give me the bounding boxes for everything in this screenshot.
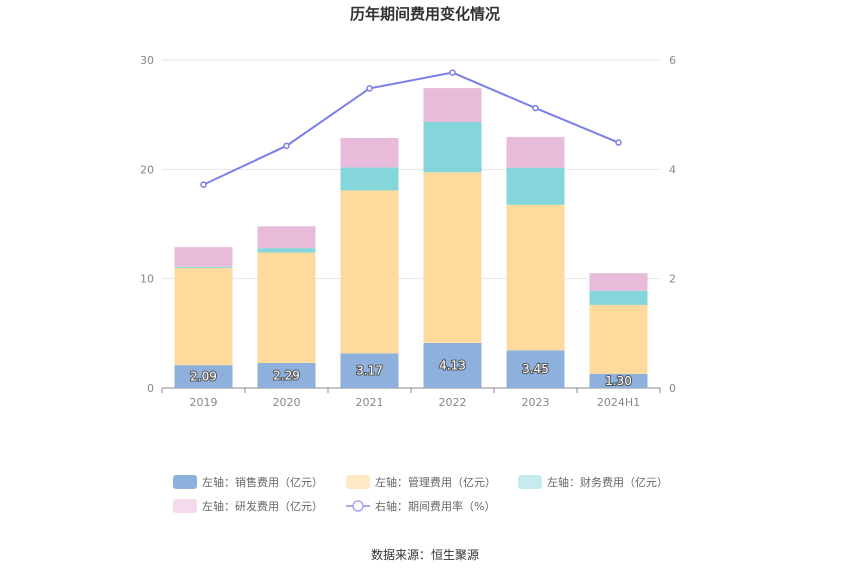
rate-point[interactable] <box>200 181 207 188</box>
right-axis-tick: 4 <box>669 163 676 176</box>
left-axis-tick: 10 <box>140 273 154 286</box>
rate-point[interactable] <box>449 69 456 76</box>
left-axis-tick: 20 <box>140 163 154 176</box>
x-tick-label: 2022 <box>439 396 467 409</box>
legend-item[interactable]: 左轴：财务费用（亿元） <box>518 475 668 489</box>
legend-label: 左轴：研发费用（亿元） <box>202 499 323 513</box>
rate-point[interactable] <box>366 85 373 92</box>
x-tick-label: 2019 <box>190 396 218 409</box>
legend-swatch <box>518 475 542 489</box>
legend-swatch <box>173 475 197 489</box>
x-tick-label: 2024H1 <box>597 396 640 409</box>
bar-value-label: 3.45 <box>522 362 549 376</box>
bar-segment[interactable] <box>174 247 233 267</box>
legend[interactable]: 左轴：销售费用（亿元） 左轴：管理费用（亿元） 左轴：财务费用（亿元） 左轴：研发费用… <box>173 475 668 513</box>
bar-segment[interactable] <box>340 353 399 388</box>
bar-segment[interactable] <box>340 190 399 354</box>
x-tick-label: 2021 <box>356 396 384 409</box>
legend-label: 左轴：销售费用（亿元） <box>202 475 323 489</box>
legend-label: 右轴：期间费用率（%） <box>375 499 495 513</box>
legend-item[interactable]: 右轴：期间费用率（%） <box>346 499 495 513</box>
bar-segment[interactable] <box>174 266 233 268</box>
bar-labels: 2.09 2.29 3.17 4.13 3.45 1.30 <box>189 357 633 388</box>
legend-swatch <box>173 499 197 513</box>
bar-segment[interactable] <box>257 252 316 363</box>
left-axis-tick: 30 <box>140 54 154 67</box>
data-source: 数据来源：恒生聚源 <box>371 547 479 562</box>
legend-swatch <box>346 475 370 489</box>
bar-segment[interactable] <box>423 121 482 173</box>
left-axis: 0 10 20 30 <box>140 54 154 395</box>
bar-value-label: 2.09 <box>190 370 217 384</box>
grid-lines <box>162 59 660 389</box>
rate-line-path <box>203 71 619 186</box>
bar-segment[interactable] <box>423 172 482 343</box>
right-axis-tick: 2 <box>669 273 676 286</box>
legend-label: 左轴：管理费用（亿元） <box>375 475 496 489</box>
bar-segment[interactable] <box>589 273 648 291</box>
bar-value-label: 3.17 <box>356 364 383 378</box>
bar-segment[interactable] <box>340 137 399 168</box>
left-axis-tick: 0 <box>147 382 154 395</box>
bars <box>174 88 648 388</box>
chart-title: 历年期间费用变化情况 <box>350 5 500 23</box>
rate-point[interactable] <box>532 104 539 112</box>
bar-segment[interactable] <box>257 226 316 249</box>
x-axis: 2019 2020 2021 2022 2023 2024H1 <box>161 388 661 409</box>
legend-item[interactable]: 左轴：销售费用（亿元） <box>173 475 323 489</box>
bar-segment[interactable] <box>506 137 565 168</box>
bar-segment[interactable] <box>257 362 316 388</box>
bar-segment[interactable] <box>423 342 482 388</box>
bar-segment[interactable] <box>257 248 316 253</box>
bar-value-label: 1.30 <box>605 374 632 388</box>
bar-value-label: 2.29 <box>273 368 300 382</box>
legend-label: 左轴：财务费用（亿元） <box>547 475 668 489</box>
rate-line <box>200 69 622 188</box>
legend-item[interactable]: 左轴：研发费用（亿元） <box>173 499 323 513</box>
bar-segment[interactable] <box>589 304 648 374</box>
bar-segment[interactable] <box>589 373 648 388</box>
bar-segment[interactable] <box>174 267 233 366</box>
bar-segment[interactable] <box>423 88 482 122</box>
rate-point[interactable] <box>283 142 290 150</box>
rate-point[interactable] <box>615 139 622 146</box>
bar-value-label: 4.13 <box>439 358 466 372</box>
bar-segment[interactable] <box>506 350 565 388</box>
bar-segment[interactable] <box>589 290 648 305</box>
bar-segment[interactable] <box>340 167 399 191</box>
right-axis: 0 2 4 6 <box>669 54 676 395</box>
bar-segment[interactable] <box>506 167 565 205</box>
x-tick-label: 2023 <box>522 396 550 409</box>
legend-item[interactable]: 左轴：管理费用（亿元） <box>346 475 496 489</box>
x-tick-label: 2020 <box>273 396 301 409</box>
right-axis-tick: 6 <box>669 54 676 67</box>
bar-segment[interactable] <box>174 365 233 388</box>
right-axis-tick: 0 <box>669 382 676 395</box>
legend-marker <box>352 500 364 512</box>
bar-segment[interactable] <box>506 204 565 351</box>
